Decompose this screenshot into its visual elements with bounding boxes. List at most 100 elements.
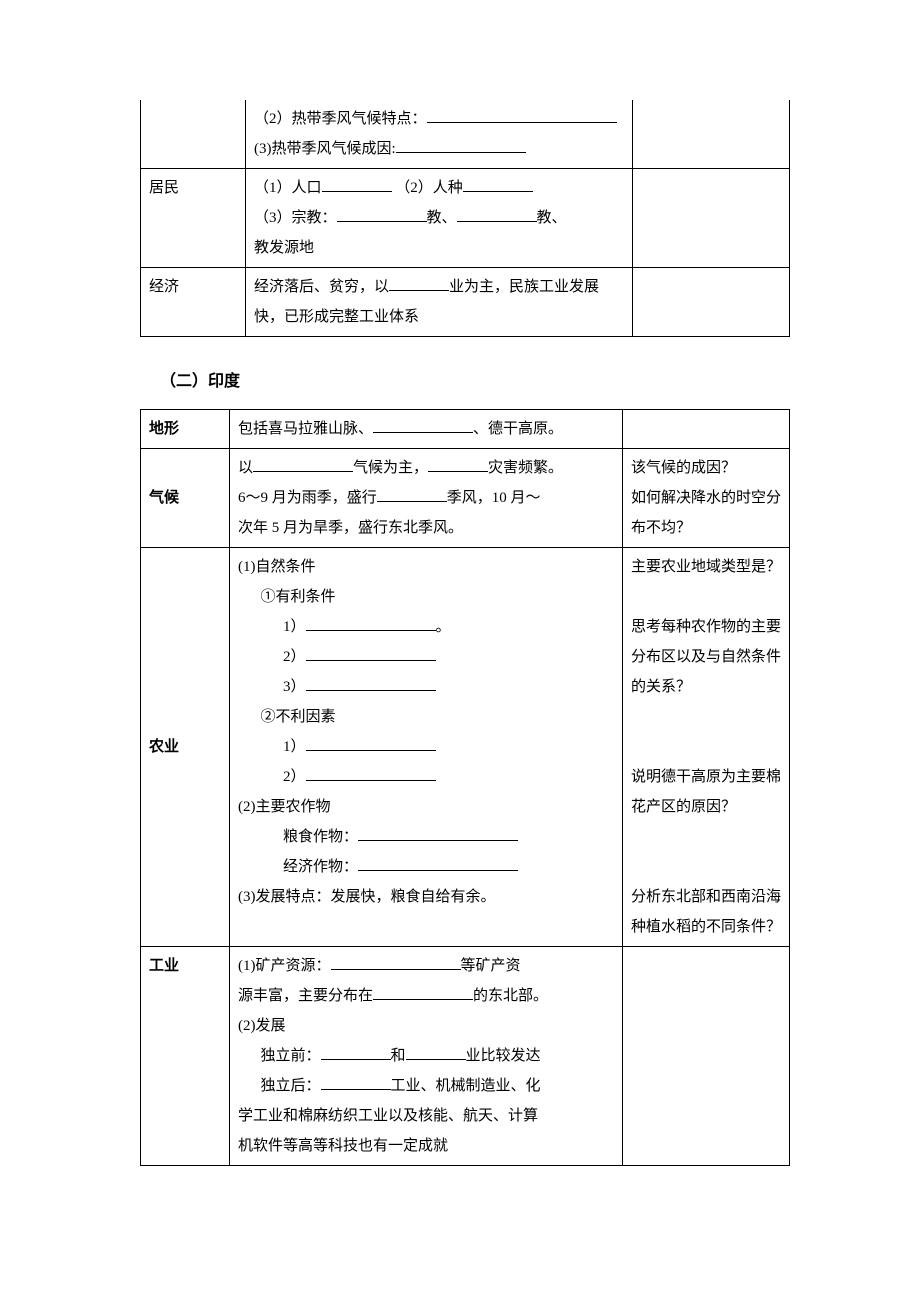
fill-blank: [337, 205, 427, 223]
content-line: 2）: [238, 642, 614, 672]
content-text: 教、: [537, 210, 567, 226]
content-line: 独立后： 工业、机械制造业、化: [238, 1071, 614, 1101]
row-label-cell: 居民: [141, 169, 246, 268]
row-label-text: 农业: [149, 739, 179, 755]
section-heading-india: （二）印度: [160, 367, 790, 397]
fill-blank: [306, 764, 436, 782]
content-line: 1）: [238, 732, 614, 762]
fill-blank: [306, 644, 436, 662]
row-content-cell: (1)自然条件 ①有利条件 1）。 2） 3） ②不利因素 1） 2） (2)主…: [230, 548, 623, 947]
fill-blank: [427, 106, 617, 124]
question-text: 思考每种农作物的主要分布区以及与自然条件的关系？: [631, 619, 781, 695]
row-content-cell: 经济落后、贫穷，以 业为主，民族工业发展 快，已形成完整工业体系: [246, 268, 633, 337]
content-text: 源丰富，主要分布在: [238, 988, 373, 1004]
content-line: ①有利条件: [238, 582, 614, 612]
content-text: (1)矿产资源：: [238, 958, 331, 974]
content-text: （2）热带季风气候特点：: [254, 111, 427, 127]
table-row: 居民 （1）人口 （2）人种 （3）宗教： 教、 教、 教发源地: [141, 169, 790, 268]
fill-blank: [358, 854, 518, 872]
content-text: (2)主要农作物: [238, 799, 331, 815]
question-text: 主要农业地域类型是？: [631, 559, 781, 575]
content-text: 。: [436, 619, 451, 635]
content-text: (2)发展: [238, 1018, 286, 1034]
content-line: 经济作物：: [238, 852, 614, 882]
content-text: 粮食作物：: [283, 829, 358, 845]
fill-blank: [463, 175, 533, 193]
row-label-text: 地形: [149, 421, 179, 437]
row-right-cell: [633, 169, 790, 268]
table-section-1: （2）热带季风气候特点： (3)热带季风气候成因: 居民 （1）人口 （2）人种…: [140, 100, 790, 337]
row-label-text: 居民: [149, 180, 179, 196]
content-text: 1）: [283, 739, 306, 755]
content-text: 业为主，民族工业发展: [449, 279, 599, 295]
fill-blank: [321, 1073, 391, 1091]
content-line: 2）: [238, 762, 614, 792]
content-text: 2）: [283, 649, 306, 665]
table-row: 农业 (1)自然条件 ①有利条件 1）。 2） 3） ②不利因素 1） 2） (…: [141, 548, 790, 947]
fill-blank: [428, 455, 488, 473]
row-label-cell: [141, 100, 246, 169]
row-label-text: 经济: [149, 279, 179, 295]
table-section-india: 地形 包括喜马拉雅山脉、、德干高原。 气候 以 气候为主， 灾害频繁。 6～9 月为…: [140, 409, 790, 1166]
fill-blank: [306, 734, 436, 752]
content-line: 1）。: [238, 612, 614, 642]
row-content-cell: （2）热带季风气候特点： (3)热带季风气候成因:: [246, 100, 633, 169]
fill-blank: [306, 614, 436, 632]
content-line: ②不利因素: [238, 702, 614, 732]
table-row: 地形 包括喜马拉雅山脉、、德干高原。: [141, 410, 790, 449]
fill-blank: [253, 455, 353, 473]
table-row: 气候 以气候为主，灾害频繁。 6～9 月为雨季，盛行季风，10 月～ 次年 5 …: [141, 449, 790, 548]
fill-blank: [306, 674, 436, 692]
table-row: 工业 (1)矿产资源： 等矿产资 源丰富，主要分布在 的东北部。 (2)发展 独立前…: [141, 947, 790, 1166]
content-text: 6～9 月为雨季，盛行: [238, 490, 377, 506]
fill-blank: [457, 205, 537, 223]
row-right-cell: [623, 947, 790, 1166]
content-text: 3）: [283, 679, 306, 695]
fill-blank: [373, 416, 473, 434]
row-right-cell: [623, 410, 790, 449]
row-content-cell: 以气候为主，灾害频繁。 6～9 月为雨季，盛行季风，10 月～ 次年 5 月为旱…: [230, 449, 623, 548]
content-text: (1)自然条件: [238, 559, 316, 575]
content-text: （3）宗教：: [254, 210, 337, 226]
content-text: (3)发展特点：发展快，粮食自给有余。: [238, 889, 496, 905]
row-label-cell: 地形: [141, 410, 230, 449]
fill-blank: [406, 1043, 466, 1061]
content-text: （1）人口: [254, 180, 322, 196]
content-text: 经济作物：: [283, 859, 358, 875]
content-text: 气候为主，: [353, 460, 428, 476]
content-text: 灾害频繁。: [488, 460, 563, 476]
content-text: 的东北部。: [473, 988, 548, 1004]
content-text: 业比较发达: [466, 1048, 541, 1064]
content-text: 以: [238, 460, 253, 476]
question-text: 分析东北部和西南沿海种植水稻的不同条件？: [631, 889, 781, 935]
row-content-cell: 包括喜马拉雅山脉、、德干高原。: [230, 410, 623, 449]
content-text: 学工业和棉麻纺织工业以及核能、航天、计算: [238, 1108, 538, 1124]
fill-blank: [373, 983, 473, 1001]
table-row: 经济 经济落后、贫穷，以 业为主，民族工业发展 快，已形成完整工业体系: [141, 268, 790, 337]
content-text: 独立前：: [261, 1048, 321, 1064]
row-right-cell: 该气候的成因？ 如何解决降水的时空分布不均？: [623, 449, 790, 548]
row-right-cell: 主要农业地域类型是？ 思考每种农作物的主要分布区以及与自然条件的关系？ 说明德干…: [623, 548, 790, 947]
content-text: 工业、机械制造业、化: [391, 1078, 541, 1094]
question-text: 说明德干高原为主要棉花产区的原因？: [631, 769, 781, 815]
content-text: 季风，10 月～: [447, 490, 541, 506]
content-text: 独立后：: [261, 1078, 321, 1094]
fill-blank: [377, 485, 447, 503]
question-text: 该气候的成因？: [631, 460, 736, 476]
row-label-cell: 农业: [141, 548, 230, 947]
content-text: (3)热带季风气候成因:: [254, 141, 396, 157]
content-text: 机软件等高等科技也有一定成就: [238, 1138, 448, 1154]
content-text: 经济落后、贫穷，以: [254, 279, 389, 295]
content-text: ①有利条件: [261, 589, 336, 605]
row-content-cell: （1）人口 （2）人种 （3）宗教： 教、 教、 教发源地: [246, 169, 633, 268]
content-text: 快，已形成完整工业体系: [254, 309, 419, 325]
row-label-cell: 气候: [141, 449, 230, 548]
content-text: 教发源地: [254, 240, 314, 256]
content-text: 教、: [427, 210, 457, 226]
row-right-cell: [633, 100, 790, 169]
content-text: （2）人种: [395, 180, 463, 196]
fill-blank: [396, 136, 526, 154]
content-text: 等矿产资: [461, 958, 521, 974]
row-label-cell: 工业: [141, 947, 230, 1166]
fill-blank: [331, 953, 461, 971]
